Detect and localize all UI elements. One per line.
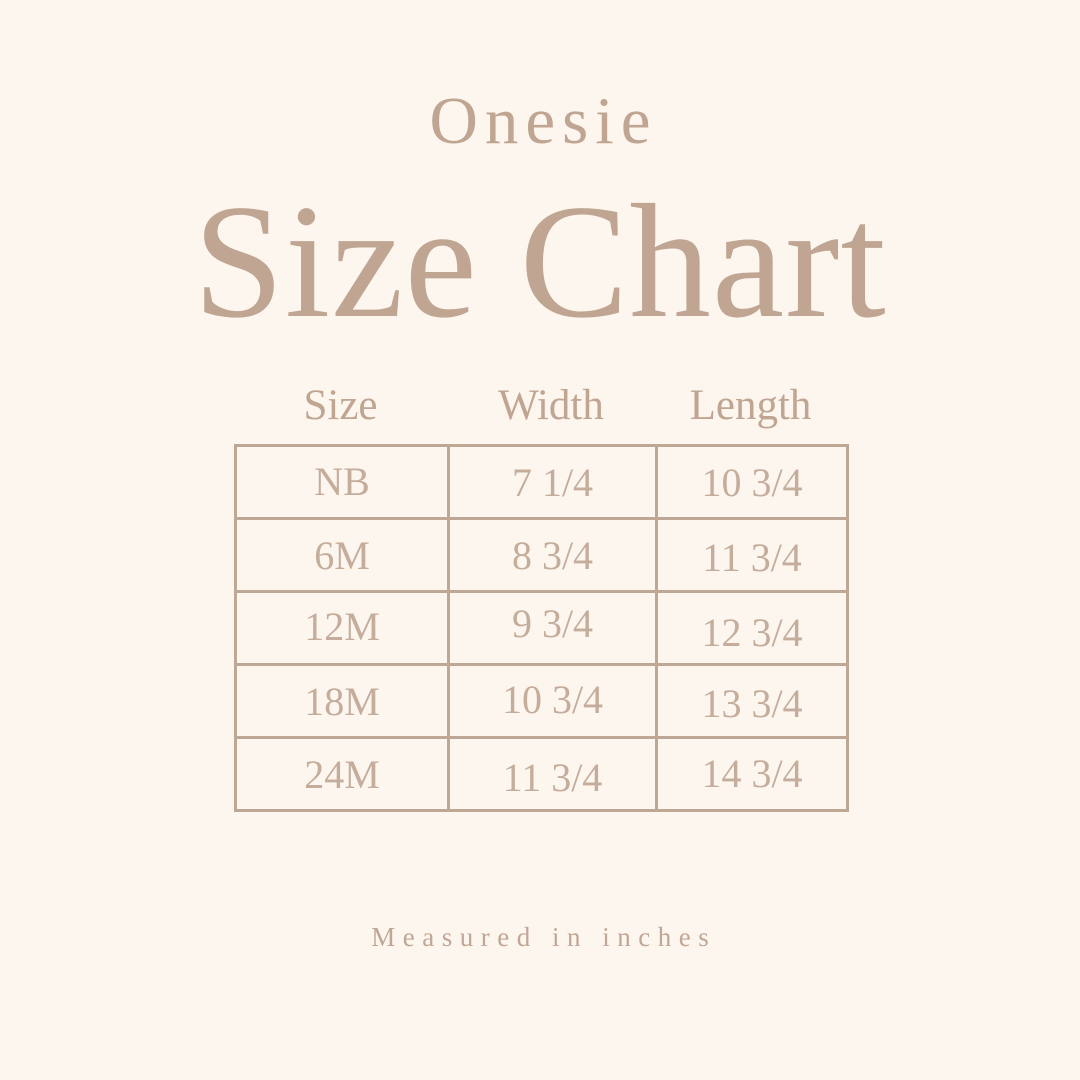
table-row: 18M 10 3/4 13 3/4: [234, 661, 849, 741]
column-header-length: Length: [689, 382, 812, 429]
cell-size: 24M: [234, 736, 450, 812]
cell-length: 13 3/4: [655, 665, 849, 741]
cell-width: 7 1/4: [447, 444, 658, 520]
table-row: 6M 8 3/4 11 3/4: [234, 517, 849, 595]
cell-length: 10 3/4: [655, 444, 849, 520]
cell-width: 9 3/4: [447, 585, 658, 661]
cell-length: 14 3/4: [655, 735, 849, 811]
cell-size: NB: [234, 443, 450, 519]
cell-length: 12 3/4: [655, 594, 849, 670]
cell-width: 8 3/4: [447, 517, 658, 593]
column-header-width: Width: [498, 382, 604, 429]
cell-length: 11 3/4: [655, 519, 849, 595]
cell-width: 11 3/4: [447, 739, 658, 815]
title-block: Onesie Size Chart: [0, 84, 1080, 353]
column-header-size: Size: [303, 382, 378, 429]
table-column-headers: Size Width Length: [234, 381, 846, 432]
table-row: 24M 11 3/4 14 3/4: [234, 735, 849, 815]
cell-size: 6M: [234, 517, 450, 593]
size-chart-table: NB 7 1/4 10 3/4 6M 8 3/4 11 3/4 12M 9 3/…: [234, 443, 849, 815]
cell-size: 12M: [234, 588, 450, 664]
table-row: NB 7 1/4 10 3/4: [234, 443, 849, 520]
measurement-unit-note: Measured in inches: [371, 922, 717, 952]
cell-width: 10 3/4: [447, 661, 658, 737]
page-title: Size Chart: [193, 172, 887, 353]
table-row: 12M 9 3/4 12 3/4: [234, 585, 849, 670]
cell-size: 18M: [234, 663, 450, 739]
eyebrow-title: Onesie: [429, 84, 658, 158]
